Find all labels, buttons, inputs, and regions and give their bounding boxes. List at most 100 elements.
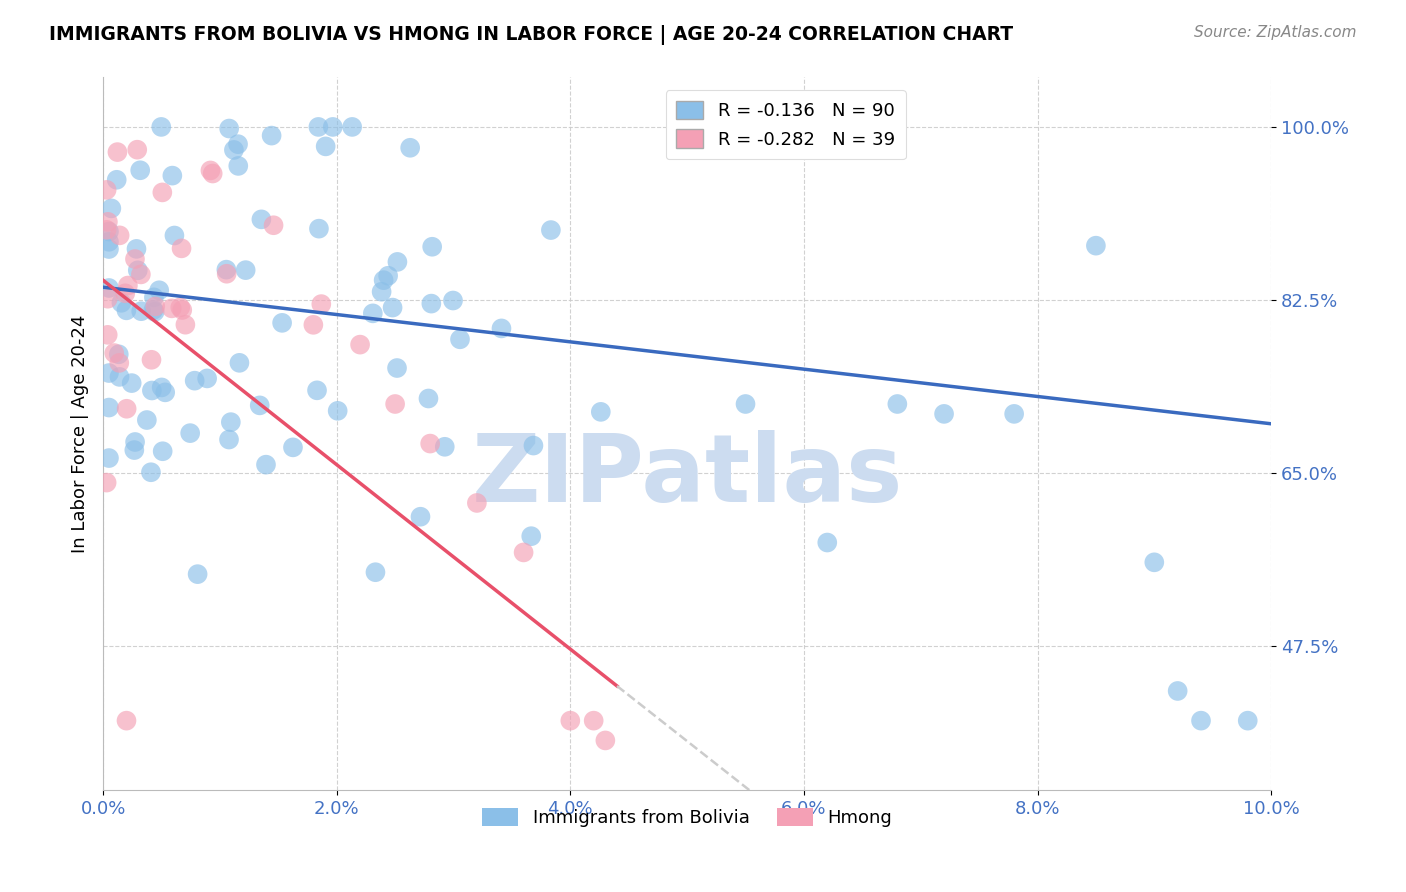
Point (226, 137, 249, 152)
Point (98, 451, 121, 466)
Point (218, 433, 240, 447)
Point (373, 273, 395, 287)
Point (103, 346, 125, 360)
Point (263, 219, 285, 233)
Point (326, 404, 349, 418)
Point (98, 366, 121, 380)
Point (96, 183, 118, 197)
Point (1143, 555, 1166, 569)
Point (420, 296, 443, 310)
Point (187, 567, 209, 582)
Point (322, 120, 344, 134)
Point (97, 292, 120, 306)
Point (129, 268, 152, 282)
Text: IMMIGRANTS FROM BOLIVIA VS HMONG IN LABOR FORCE | AGE 20-24 CORRELATION CHART: IMMIGRANTS FROM BOLIVIA VS HMONG IN LABO… (49, 25, 1014, 45)
Point (183, 374, 205, 388)
Point (254, 458, 277, 472)
Point (512, 545, 534, 559)
Point (98, 225, 121, 239)
Point (370, 285, 392, 299)
Point (110, 295, 132, 310)
Point (107, 347, 129, 361)
Point (115, 401, 138, 416)
Point (117, 278, 139, 293)
Point (124, 252, 146, 266)
Point (170, 241, 193, 255)
Point (315, 139, 337, 153)
Point (129, 304, 152, 318)
Point (163, 228, 186, 243)
Point (129, 163, 152, 178)
Point (361, 306, 384, 320)
Point (162, 169, 184, 183)
Point (215, 267, 238, 281)
Point (1084, 238, 1107, 252)
Point (302, 318, 325, 332)
Point (886, 397, 908, 411)
Point (815, 535, 838, 549)
Point (399, 141, 422, 155)
Point (100, 202, 122, 216)
Point (418, 392, 440, 406)
Point (150, 120, 173, 134)
Point (260, 128, 283, 143)
Point (108, 228, 131, 243)
Point (107, 145, 129, 160)
Point (589, 405, 612, 419)
Point (932, 407, 955, 421)
Point (143, 300, 166, 314)
Point (349, 337, 371, 351)
Point (96, 223, 118, 237)
Point (409, 509, 432, 524)
Point (143, 305, 166, 319)
Point (582, 714, 605, 728)
Point (595, 733, 617, 747)
Point (150, 186, 173, 200)
Point (121, 376, 143, 390)
Point (200, 163, 222, 178)
Point (381, 301, 404, 315)
Point (141, 352, 163, 367)
Point (153, 385, 176, 400)
Point (115, 303, 138, 318)
Point (419, 436, 441, 450)
Point (235, 263, 257, 277)
Point (125, 242, 148, 256)
Point (522, 439, 544, 453)
Point (385, 361, 408, 376)
Point (540, 223, 562, 237)
Text: ZIPatlas: ZIPatlas (471, 431, 903, 523)
Legend: Immigrants from Bolivia, Hmong: Immigrants from Bolivia, Hmong (475, 800, 900, 834)
Point (148, 283, 170, 297)
Point (135, 413, 157, 427)
Point (226, 159, 249, 173)
Point (169, 301, 191, 315)
Point (281, 441, 304, 455)
Point (97, 215, 120, 229)
Point (142, 302, 165, 317)
Point (250, 212, 273, 227)
Point (222, 143, 245, 157)
Point (160, 301, 183, 316)
Point (449, 332, 471, 346)
Point (249, 398, 271, 412)
Point (172, 303, 194, 318)
Point (150, 380, 173, 394)
Point (560, 714, 582, 728)
Point (152, 444, 174, 458)
Point (311, 297, 333, 311)
Point (98, 281, 121, 295)
Point (201, 167, 224, 181)
Point (307, 120, 329, 134)
Point (433, 440, 456, 454)
Point (179, 426, 201, 441)
Point (734, 397, 756, 411)
Point (491, 321, 513, 335)
Point (465, 496, 488, 510)
Point (108, 370, 131, 384)
Point (174, 318, 197, 332)
Point (127, 143, 149, 157)
Point (218, 121, 240, 136)
Point (98, 235, 121, 249)
Point (105, 173, 128, 187)
